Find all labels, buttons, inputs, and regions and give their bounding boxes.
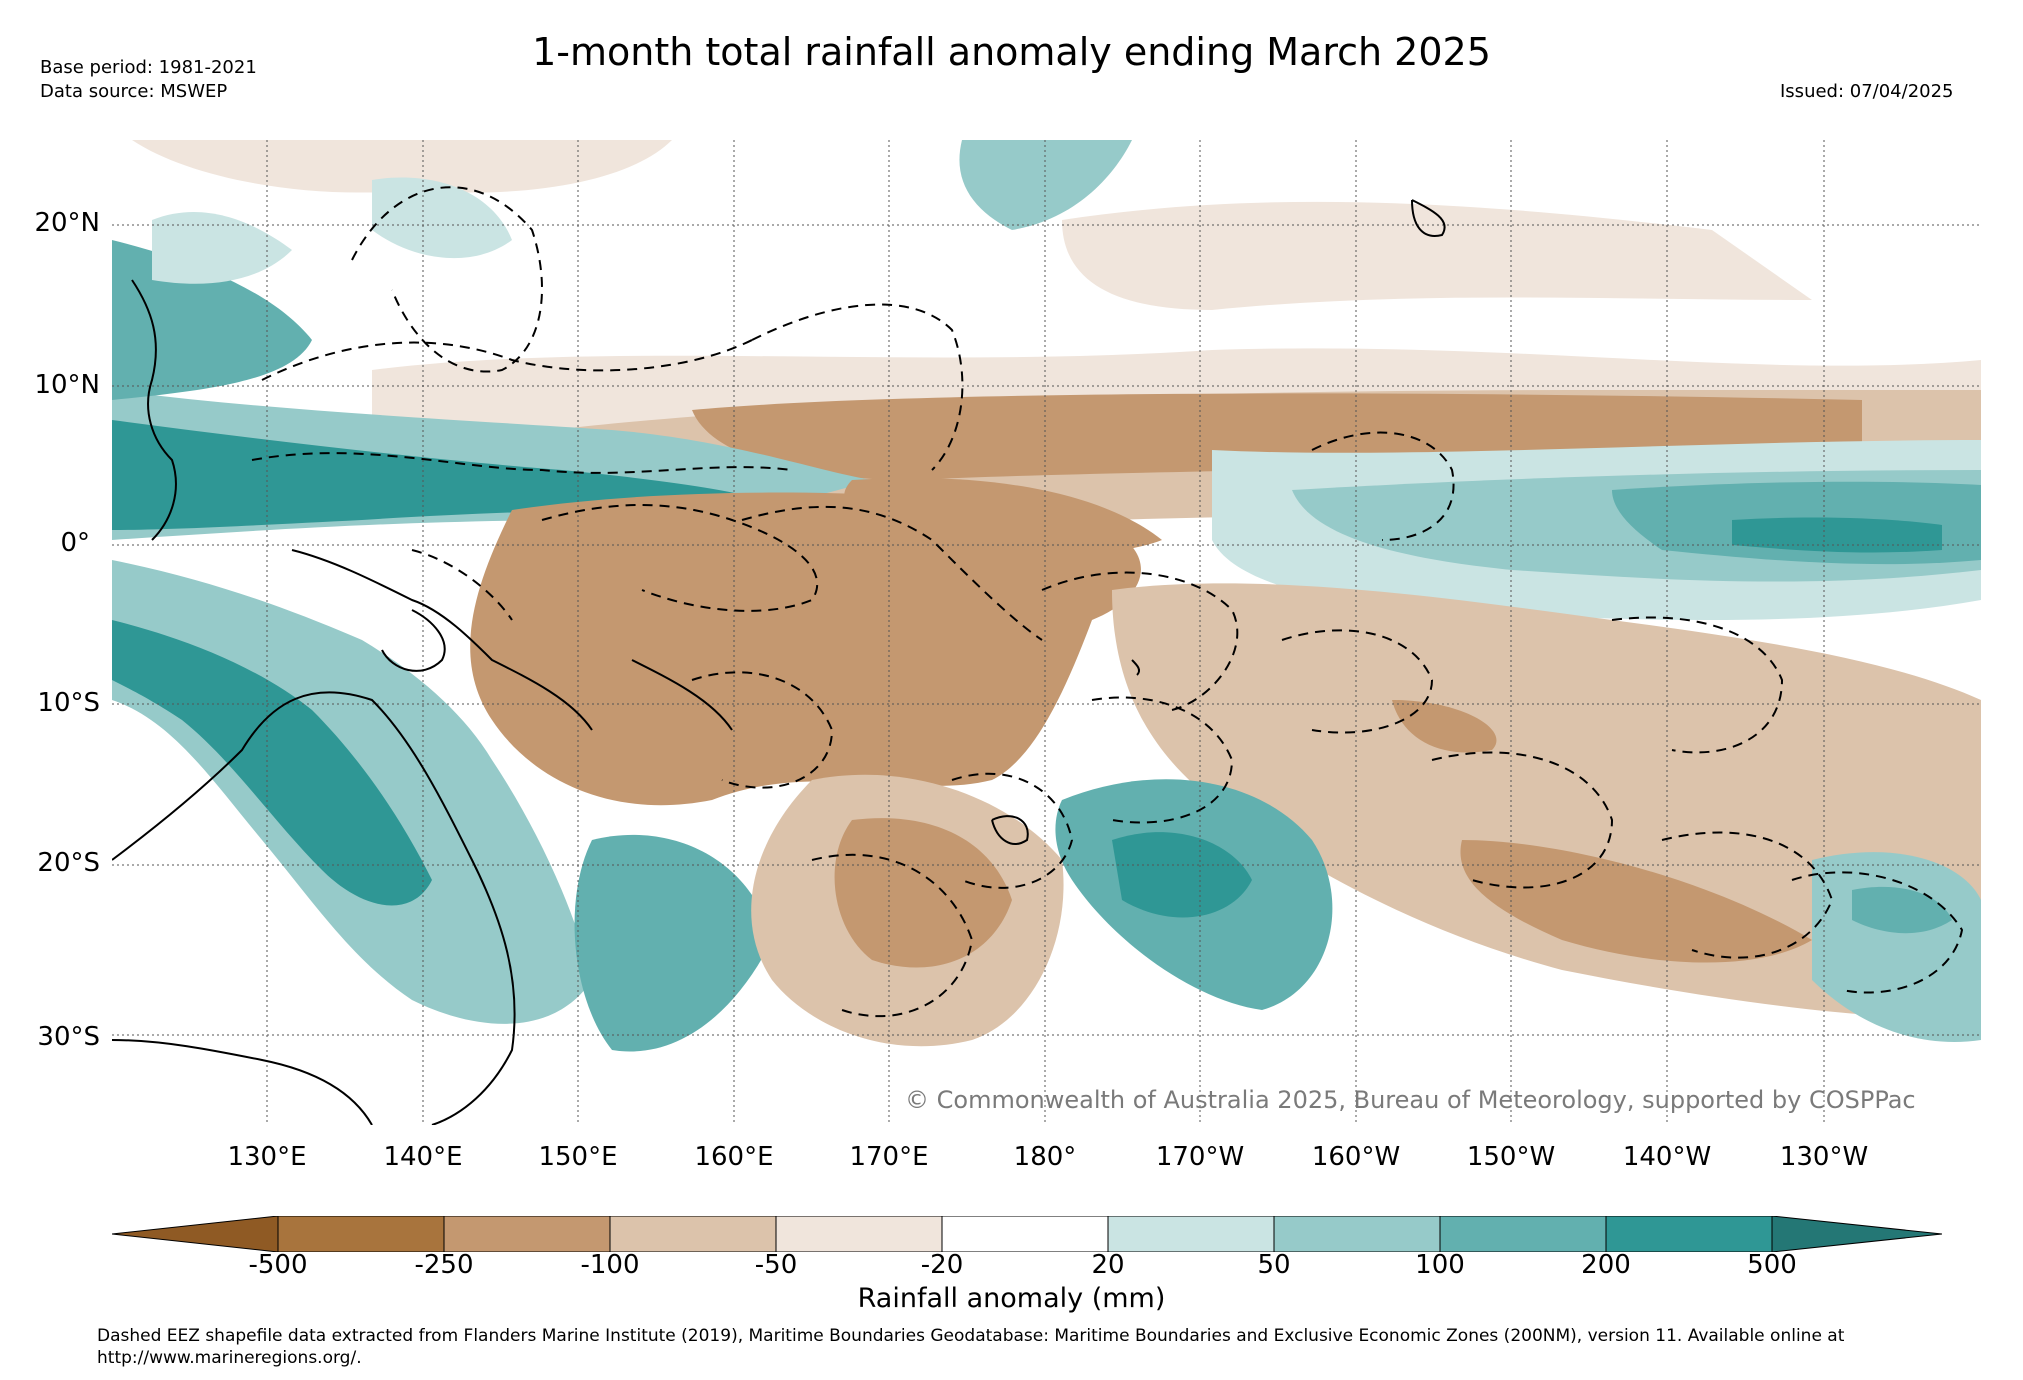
colorbar-bin-4 [775, 1216, 943, 1252]
lat-label-20s: 20°S [37, 848, 100, 878]
colorbar-tick: 50 [1257, 1250, 1291, 1280]
lon-label-180: 180° [1013, 1142, 1077, 1172]
lat-label-30s: 30°S [37, 1022, 100, 1052]
colorbar-extend-low [112, 1216, 279, 1252]
lon-label-130e: 130°E [227, 1142, 307, 1172]
colorbar-bin-6 [1107, 1216, 1275, 1252]
lat-label-10n: 10°N [34, 370, 100, 400]
issued-date-text: Issued: 07/04/2025 [1780, 81, 1954, 102]
colorbar-bin-9 [1605, 1216, 1773, 1252]
colorbar-tick: -500 [248, 1250, 308, 1280]
colorbar-tick: 100 [1415, 1250, 1465, 1280]
data-source-text: Data source: MSWEP [40, 81, 228, 102]
colorbar-bin-7 [1273, 1216, 1441, 1252]
lon-label-150w: 150°W [1466, 1142, 1556, 1172]
coastlines [112, 199, 1446, 1125]
footnote: Dashed EEZ shapefile data extracted from… [97, 1326, 1845, 1368]
colorbar-tick: -50 [754, 1250, 798, 1280]
copyright-notice: © Commonwealth of Australia 2025, Bureau… [905, 1086, 1916, 1114]
lon-label-140w: 140°W [1622, 1142, 1712, 1172]
colorbar-bin-5 [941, 1216, 1109, 1252]
anomaly-field [112, 140, 1981, 1125]
lon-label-130w: 130°W [1779, 1142, 1869, 1172]
colorbar-tick: 200 [1581, 1250, 1631, 1280]
colorbar-label: Rainfall anomaly (mm) [857, 1283, 1166, 1314]
lon-label-150e: 150°E [538, 1142, 618, 1172]
colorbar-bin-3 [609, 1216, 777, 1252]
colorbar-tick: -100 [580, 1250, 640, 1280]
lon-label-170e: 170°E [849, 1142, 929, 1172]
graticule [112, 140, 1981, 1125]
colorbar-tick: -250 [414, 1250, 474, 1280]
lat-label-equator: 0° [60, 528, 90, 558]
colorbar-tick: 500 [1747, 1250, 1797, 1280]
rainfall-anomaly-map [112, 140, 1981, 1125]
lon-label-140e: 140°E [383, 1142, 463, 1172]
colorbar-tick: 20 [1091, 1250, 1125, 1280]
colorbar-bin-8 [1439, 1216, 1607, 1252]
eez-boundaries [251, 186, 1964, 1018]
lon-label-160e: 160°E [694, 1142, 774, 1172]
colorbar-extend-high [1771, 1216, 1942, 1252]
colorbar-tick: -20 [920, 1250, 964, 1280]
colorbar-bin-1 [277, 1216, 445, 1252]
lon-label-160w: 160°W [1311, 1142, 1401, 1172]
colorbar-bin-2 [443, 1216, 611, 1252]
base-period-text: Base period: 1981-2021 [40, 57, 257, 78]
lat-label-20n: 20°N [34, 208, 100, 238]
map-title: 1-month total rainfall anomaly ending Ma… [532, 30, 1491, 74]
lon-label-170w: 170°W [1155, 1142, 1245, 1172]
colorbar [112, 1216, 1942, 1252]
lat-label-10s: 10°S [37, 688, 100, 718]
